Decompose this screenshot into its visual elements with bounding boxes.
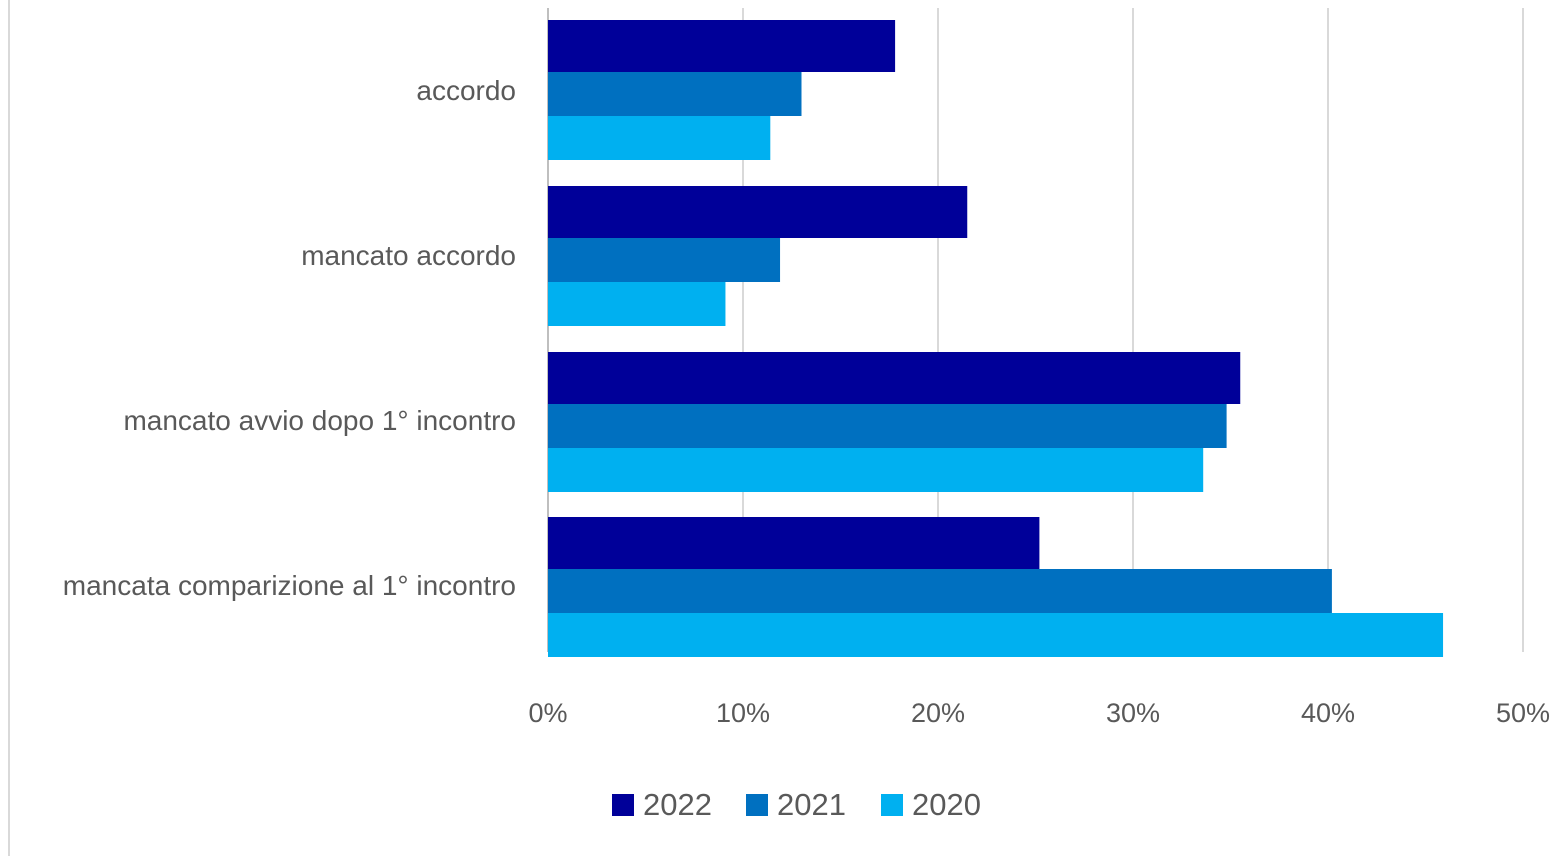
x-tick-labels: 0% 10% 20% 30% 40% 50% [528, 698, 1550, 728]
bar-2021-2 [548, 404, 1227, 448]
category-label: mancato accordo [301, 240, 516, 271]
bar-2022-1 [548, 186, 968, 238]
category-label: mancata comparizione al 1° incontro [63, 570, 516, 601]
frame-left-border [8, 0, 10, 856]
bar-2020-1 [548, 282, 726, 326]
category-label: accordo [416, 75, 516, 106]
legend-swatch-2021 [746, 794, 768, 816]
bar-2021-0 [548, 72, 802, 116]
category-labels: accordo mancato accordo mancato avvio dopo… [63, 75, 516, 601]
bar-2020-3 [548, 613, 1444, 657]
x-tick-label: 30% [1106, 698, 1160, 728]
bar-2021-1 [548, 238, 781, 282]
legend-swatch-2020 [881, 794, 903, 816]
x-tick-label: 10% [716, 698, 770, 728]
legend-label-2021: 2021 [777, 787, 846, 822]
x-tick-label: 0% [528, 698, 567, 728]
x-tick-label: 50% [1496, 698, 1550, 728]
legend: 2022 2021 2020 [612, 787, 981, 822]
legend-swatch-2022 [612, 794, 634, 816]
bar-2020-2 [548, 448, 1204, 492]
x-tick-label: 20% [911, 698, 965, 728]
bar-2022-0 [548, 20, 896, 72]
bar-2021-3 [548, 569, 1332, 613]
bar-2022-2 [548, 352, 1241, 404]
legend-label-2020: 2020 [912, 787, 981, 822]
category-label: mancato avvio dopo 1° incontro [123, 405, 516, 436]
legend-label-2022: 2022 [643, 787, 712, 822]
bar-2020-0 [548, 116, 771, 160]
bar-2022-3 [548, 517, 1040, 569]
bars [548, 20, 1444, 657]
x-tick-label: 40% [1301, 698, 1355, 728]
